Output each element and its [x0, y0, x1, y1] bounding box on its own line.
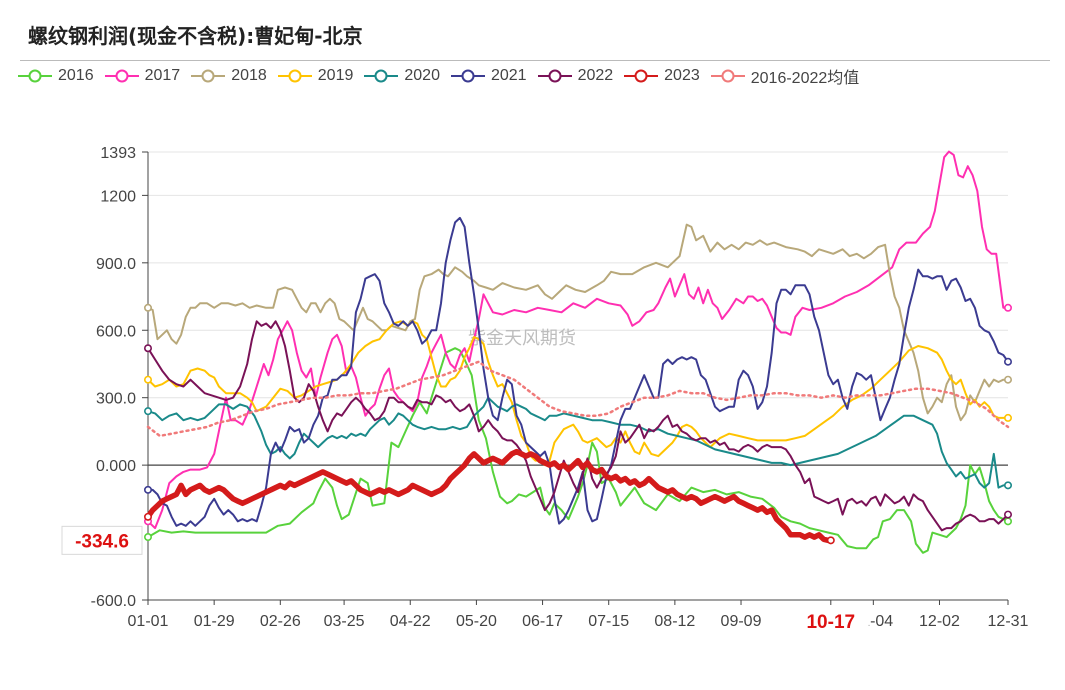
x-tick-label: 12-02 [919, 613, 960, 630]
series-end-point [144, 533, 153, 542]
x-tick-label: 02-26 [260, 613, 301, 630]
x-axis: 01-01 01-29 02-26 03-25 04-22 05-20 06-17 07-15… [128, 599, 1029, 630]
series-line-2021 [147, 216, 1009, 527]
series-end-point [144, 485, 153, 494]
legend-swatch [364, 69, 399, 83]
x-tick-label: 09-09 [721, 613, 762, 630]
legend-label: 2018 [231, 67, 267, 84]
legend-item[interactable]: 2019 [277, 67, 354, 85]
series-end-point [144, 512, 153, 521]
series-end-point [1003, 357, 1012, 366]
series-end-point [1003, 517, 1012, 526]
legend-item[interactable]: 2016-2022均值 [710, 64, 860, 88]
series-lines [144, 150, 1012, 554]
y-tick-label: 300.0 [96, 391, 136, 408]
series-end-point [144, 303, 153, 312]
legend-label: 2022 [577, 67, 614, 84]
x-tick-label: 01-01 [128, 613, 169, 630]
x-tick-label: 08-12 [654, 613, 695, 630]
x-tick-label: 06-17 [522, 613, 563, 630]
y-tick-label: 1200 [100, 188, 136, 205]
legend-item[interactable]: 2021 [450, 67, 527, 85]
legend-item[interactable]: 2020 [364, 67, 440, 85]
legend-swatch [104, 69, 139, 83]
legend-swatch [450, 69, 485, 83]
series-end-point [144, 375, 153, 384]
series-line-2018 [147, 223, 1009, 422]
crosshair-x-box [792, 608, 869, 634]
x-tick-label: 07-15 [588, 613, 629, 630]
legend-item[interactable]: 2016 [18, 67, 94, 85]
series-end-point [1003, 375, 1012, 384]
legend-item[interactable]: 2023 [624, 67, 700, 85]
crosshair-y-box [61, 525, 143, 555]
y-tick-label: 0.000 [96, 458, 136, 475]
series-end-point [1003, 303, 1012, 312]
legend-label: 2021 [490, 67, 527, 84]
series-end-point [144, 407, 153, 416]
legend-label: 2023 [664, 67, 700, 84]
legend-swatch [277, 69, 312, 83]
watermark: 紫金天风期货 [468, 328, 576, 349]
legend-label: 2016-2022均值 [750, 70, 860, 87]
x-tick-label: 05-20 [456, 613, 497, 630]
legend[interactable]: 2016 2017 2018 2019 2020 2021 2022 2023 2016-202… [18, 64, 870, 88]
series-end-point [1003, 481, 1012, 490]
legend-label: 2017 [144, 67, 181, 84]
y-tick-label: -600.0 [91, 593, 136, 610]
legend-swatch [624, 69, 659, 83]
series-line-2020 [147, 396, 1009, 489]
crosshair-x-label: 10-17 [806, 612, 855, 633]
series-end-point [1003, 413, 1012, 422]
series-line-2016 [147, 347, 1009, 554]
series-line-2019 [147, 320, 1009, 467]
x-tick-label: 04-22 [390, 613, 431, 630]
legend-item[interactable]: 2018 [191, 67, 267, 85]
legend-label: 2020 [404, 67, 440, 84]
legend-item[interactable]: 2017 [104, 67, 181, 85]
series-line-2016-2022均值 [146, 360, 1010, 438]
series-line-2022 [147, 320, 1009, 532]
x-tick-label: 12-31 [988, 613, 1029, 630]
legend-swatch [710, 69, 745, 83]
x-tick-label: 01-29 [194, 613, 235, 630]
title-divider [20, 60, 1050, 61]
crosshair-y-label: -334.6 [75, 531, 129, 552]
y-tick-label: 1393 [100, 145, 136, 162]
crosshair-labels: 10-17 -334.6 [61, 525, 869, 634]
series-end-point [1003, 510, 1012, 519]
y-tick-label: 900.0 [96, 256, 136, 273]
legend-swatch [191, 69, 226, 83]
legend-label: 2019 [317, 67, 354, 84]
series-end-point [826, 536, 835, 545]
y-tick-label: 600.0 [96, 323, 136, 340]
legend-item[interactable]: 2022 [537, 67, 614, 85]
y-axis: 1393 1200 900.0 600.0 300.0 0.000 -600.0 [91, 145, 149, 610]
series-line-2023 [145, 448, 834, 544]
series-end-point [144, 344, 153, 353]
chart-title: 螺纹钢利润(现金不含税):曹妃甸-北京 [28, 24, 363, 48]
series-line-2017 [147, 150, 1009, 530]
legend-label: 2016 [58, 67, 94, 84]
legend-swatch [537, 69, 572, 83]
legend-swatch [18, 69, 52, 83]
x-tick-label: 03-25 [324, 613, 365, 630]
